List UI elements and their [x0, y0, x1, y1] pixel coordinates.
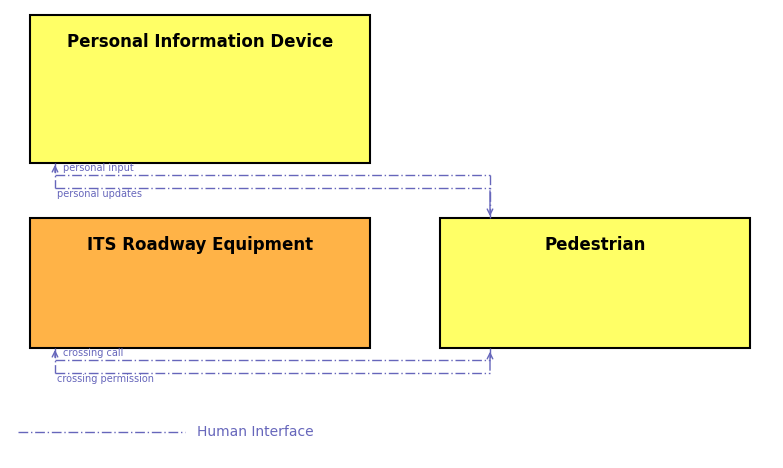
Bar	[30, 15, 370, 163]
Text: Personal Information Device: Personal Information Device	[67, 33, 333, 51]
Text: Human Interface: Human Interface	[197, 425, 313, 439]
Bar	[30, 218, 370, 348]
Text: personal updates: personal updates	[57, 189, 142, 199]
Text: crossing call: crossing call	[63, 348, 124, 358]
Text: personal input: personal input	[63, 163, 134, 173]
Text: Pedestrian: Pedestrian	[544, 236, 646, 254]
Text: crossing permission: crossing permission	[57, 374, 154, 384]
Text: ITS Roadway Equipment: ITS Roadway Equipment	[87, 236, 313, 254]
Bar	[440, 218, 750, 348]
